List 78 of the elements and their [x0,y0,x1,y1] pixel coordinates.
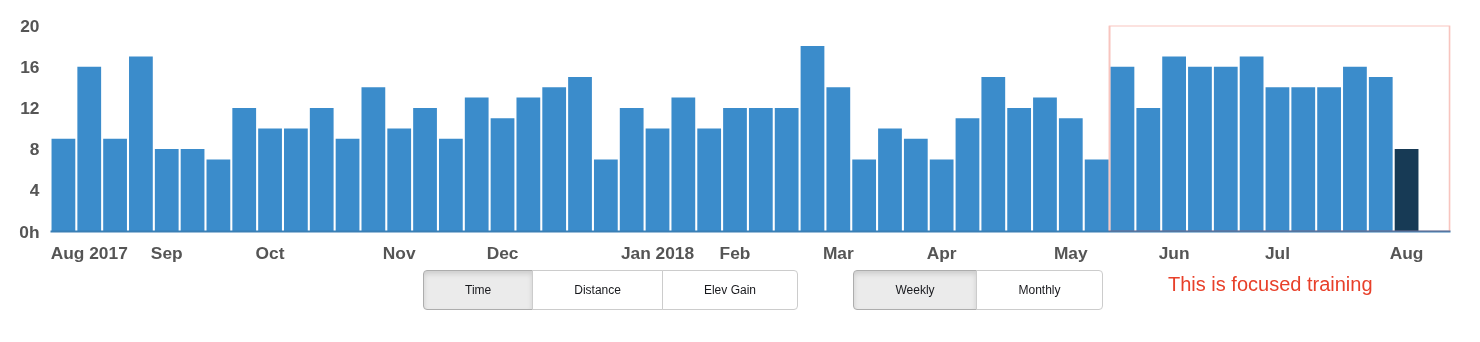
text: This is focused training [1168,272,1373,297]
bar [1033,97,1057,232]
text: Distance [532,270,663,310]
text: Monthly [976,270,1103,310]
x-tick-label: Mar [822,242,854,263]
bar [1058,118,1083,232]
x-tick-label: Jul [1264,242,1290,263]
bar [1084,159,1109,232]
bar [645,128,670,232]
bar [154,149,179,232]
bar [1368,77,1393,232]
bar [1213,66,1238,232]
bar [516,97,541,232]
bar [413,107,437,232]
bar [129,56,153,232]
x-tick-label: May [1053,242,1089,263]
x-tick-label: Nov [382,242,416,263]
bar [929,159,954,232]
bar [697,128,722,232]
bar [1343,66,1367,232]
x-tick-label: Feb [719,242,751,263]
bar [361,87,386,232]
y-tick-label: 12 [20,97,40,118]
bar [180,149,205,232]
x-tick-label: Jan 2018 [620,242,695,263]
y-tick-label: 4 [29,180,40,201]
bar [1291,87,1316,232]
y-tick-label: 20 [20,15,40,36]
y-tick-label: 0h [19,221,40,242]
bar [593,159,618,232]
bar [77,66,102,232]
bar [284,128,308,232]
x-tick-label: Sep [150,242,183,263]
y-tick-label: 8 [29,139,40,160]
x-tick-label: Aug 2017 [50,242,128,263]
x-tick-label: Aug [1389,242,1424,263]
bar [1394,149,1419,232]
bar [103,138,127,232]
bar [542,87,567,232]
text: Elev Gain [661,270,798,310]
bar [981,77,1006,232]
bar [309,107,334,232]
bar [464,97,489,232]
bar [1007,107,1032,232]
bar [619,107,644,232]
bar [1110,66,1135,232]
bar [852,159,877,232]
y-tick-label: 16 [20,56,40,77]
bar [387,128,412,232]
bar [1239,56,1264,232]
bar [51,138,76,232]
bar [438,138,463,232]
x-tick-label: Oct [255,242,285,263]
bar [1162,56,1186,232]
x-tick-label: Jun [1158,242,1190,263]
bar [206,159,231,232]
bar [878,128,902,232]
bar [490,118,515,232]
text: Time [423,270,534,310]
bar [1317,87,1341,232]
bar [258,128,282,232]
bar [568,77,592,232]
text: Weekly [853,270,978,310]
x-tick-label: Dec [486,242,519,263]
bar [335,138,360,232]
bar [800,46,825,232]
bar [671,97,696,232]
bar [748,107,773,232]
bar [1188,66,1212,232]
bar [232,107,257,232]
x-tick-label: Apr [926,242,957,263]
bar [955,118,980,232]
bar [903,138,928,232]
bar [723,107,747,232]
bar [1265,87,1290,232]
bar [1136,107,1161,232]
bar [826,87,851,232]
bar [774,107,799,232]
